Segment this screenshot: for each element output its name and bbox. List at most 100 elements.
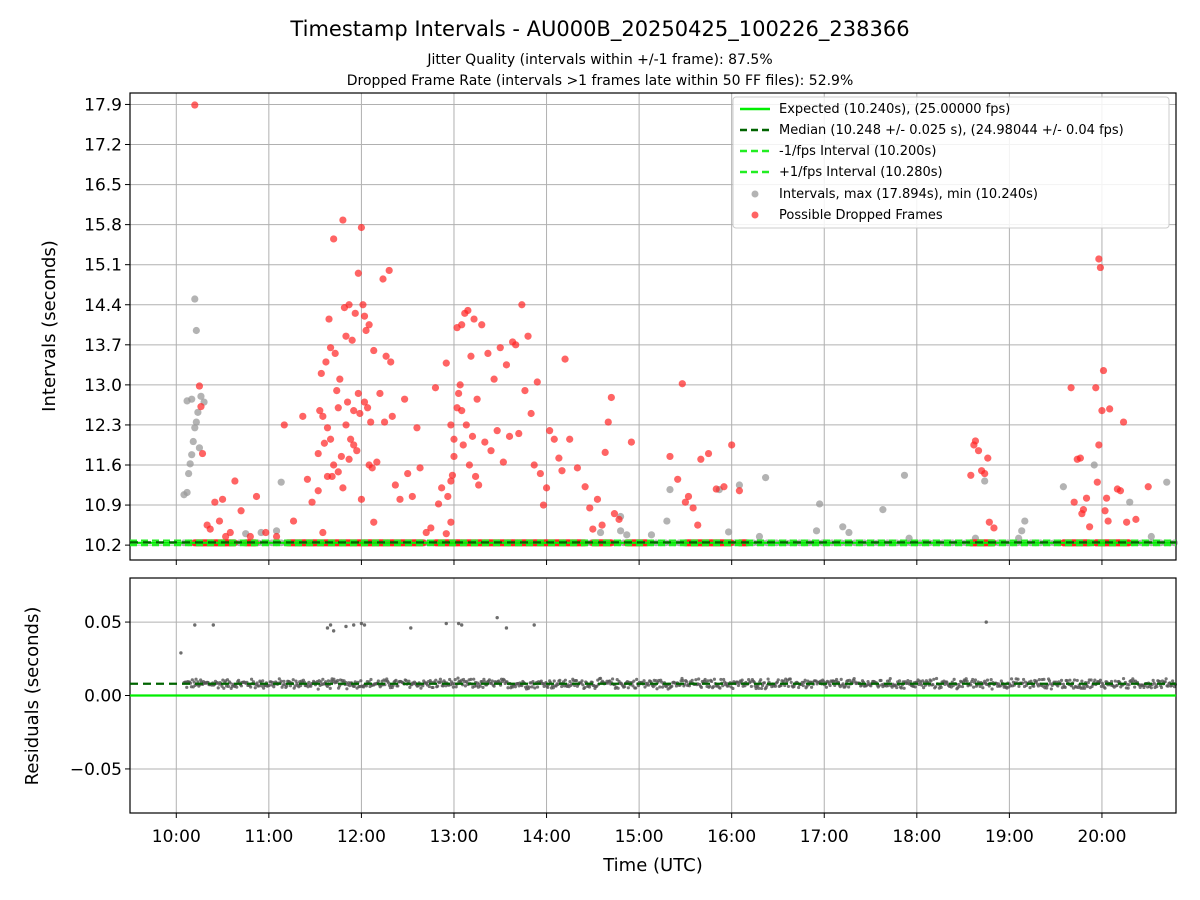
chart-subtitle-dropped: Dropped Frame Rate (intervals >1 frames … bbox=[347, 73, 854, 89]
residual-point bbox=[1045, 686, 1049, 690]
interval-point bbox=[623, 531, 631, 539]
dropped-frame-point bbox=[195, 382, 204, 390]
residual-point bbox=[626, 686, 630, 690]
dropped-frame-point bbox=[455, 389, 463, 398]
top-ytick-label: 10.2 bbox=[84, 536, 122, 556]
dropped-frame-point bbox=[728, 441, 736, 449]
residual-outlier-point bbox=[344, 624, 348, 629]
dropped-frame-point bbox=[681, 498, 689, 506]
dropped-frame-point bbox=[468, 432, 477, 440]
dropped-frame-point bbox=[323, 424, 332, 432]
residual-point bbox=[394, 678, 398, 682]
residual-point bbox=[913, 685, 917, 689]
interval-point bbox=[647, 531, 656, 539]
residual-point bbox=[773, 684, 778, 688]
residual-point bbox=[480, 680, 484, 684]
dropped-frame-point bbox=[342, 332, 350, 340]
residual-point bbox=[1170, 684, 1174, 688]
dropped-frame-point bbox=[382, 352, 390, 360]
dropped-frame-point bbox=[448, 471, 457, 479]
residual-point bbox=[710, 679, 714, 684]
residual-point bbox=[369, 677, 373, 682]
dropped-frame-point bbox=[447, 421, 455, 429]
residual-point bbox=[574, 679, 579, 683]
interval-point bbox=[1018, 527, 1026, 535]
residual-point bbox=[1037, 678, 1041, 682]
dropped-frame-point bbox=[1092, 384, 1100, 392]
residual-point bbox=[1166, 684, 1170, 688]
residual-point bbox=[267, 683, 271, 688]
dropped-frame-point bbox=[211, 498, 219, 506]
residual-point bbox=[852, 676, 856, 681]
dropped-frame-point bbox=[326, 344, 335, 352]
residual-point bbox=[1009, 677, 1014, 681]
residual-point bbox=[291, 678, 295, 682]
dropped-frame-point bbox=[1096, 263, 1105, 272]
dropped-frame-point bbox=[471, 472, 480, 481]
dropped-frame-point bbox=[1070, 498, 1078, 506]
dropped-frame-point bbox=[413, 424, 421, 432]
dropped-frame-point bbox=[561, 355, 569, 363]
residual-point bbox=[376, 679, 380, 683]
dropped-frame-point bbox=[326, 435, 335, 443]
residual-point bbox=[1109, 679, 1114, 684]
residual-point bbox=[1171, 679, 1175, 683]
residual-point bbox=[352, 684, 356, 688]
dropped-frame-point bbox=[546, 427, 554, 435]
dropped-frame-point bbox=[496, 344, 504, 352]
dropped-frame-point bbox=[385, 266, 393, 275]
residual-point bbox=[636, 684, 641, 688]
dropped-frame-point bbox=[357, 223, 366, 232]
residual-point bbox=[731, 686, 735, 691]
residual-point bbox=[328, 686, 332, 690]
residual-point bbox=[1042, 677, 1046, 681]
dropped-frame-point bbox=[524, 332, 532, 340]
interval-point bbox=[596, 528, 605, 537]
residual-outlier-point bbox=[532, 623, 536, 627]
residual-point bbox=[1049, 687, 1053, 691]
dropped-frame-point bbox=[490, 375, 498, 383]
top-ytick-label: 14.4 bbox=[84, 296, 122, 316]
dropped-frame-point bbox=[345, 455, 353, 463]
residual-point bbox=[441, 684, 445, 688]
dropped-frame-point bbox=[353, 447, 361, 455]
residual-point bbox=[711, 684, 716, 689]
residual-point bbox=[556, 682, 560, 687]
bottom-xtick-label: 11:00 bbox=[244, 827, 293, 847]
dropped-frame-point bbox=[308, 498, 316, 506]
dropped-frame-point bbox=[319, 528, 327, 537]
interval-point bbox=[1021, 517, 1029, 525]
dropped-frame-point bbox=[299, 412, 307, 420]
residual-point bbox=[552, 679, 556, 683]
dropped-frame-point bbox=[1099, 366, 1108, 375]
dropped-frame-point bbox=[359, 301, 367, 309]
dropped-frame-point bbox=[325, 315, 333, 323]
residual-point bbox=[909, 679, 913, 684]
residual-point bbox=[681, 679, 685, 683]
dropped-frame-point bbox=[712, 485, 720, 493]
dropped-frame-point bbox=[444, 492, 452, 501]
dropped-frame-point bbox=[262, 528, 270, 537]
dropped-frame-point bbox=[694, 521, 702, 529]
residual-point bbox=[697, 677, 701, 681]
dropped-frame-point bbox=[360, 398, 369, 406]
residual-point bbox=[453, 678, 457, 682]
dropped-frame-point bbox=[434, 500, 443, 508]
residual-point bbox=[319, 680, 323, 684]
dropped-frame-point bbox=[1095, 255, 1103, 263]
residual-point bbox=[221, 678, 225, 682]
interval-point bbox=[1147, 532, 1155, 541]
interval-point bbox=[192, 418, 200, 426]
dropped-frame-point bbox=[481, 438, 489, 446]
bottom-xtick-label: 10:00 bbox=[152, 827, 201, 847]
residual-point bbox=[307, 680, 311, 684]
residual-point bbox=[964, 677, 968, 681]
top-ytick-label: 13.7 bbox=[84, 336, 122, 356]
dropped-frame-point bbox=[499, 458, 507, 466]
dropped-frame-point bbox=[330, 235, 338, 243]
dropped-frame-point bbox=[586, 504, 594, 512]
residual-point bbox=[724, 681, 729, 685]
interval-point bbox=[666, 486, 674, 494]
dropped-frame-point bbox=[380, 418, 389, 426]
dropped-frame-point bbox=[191, 101, 199, 109]
